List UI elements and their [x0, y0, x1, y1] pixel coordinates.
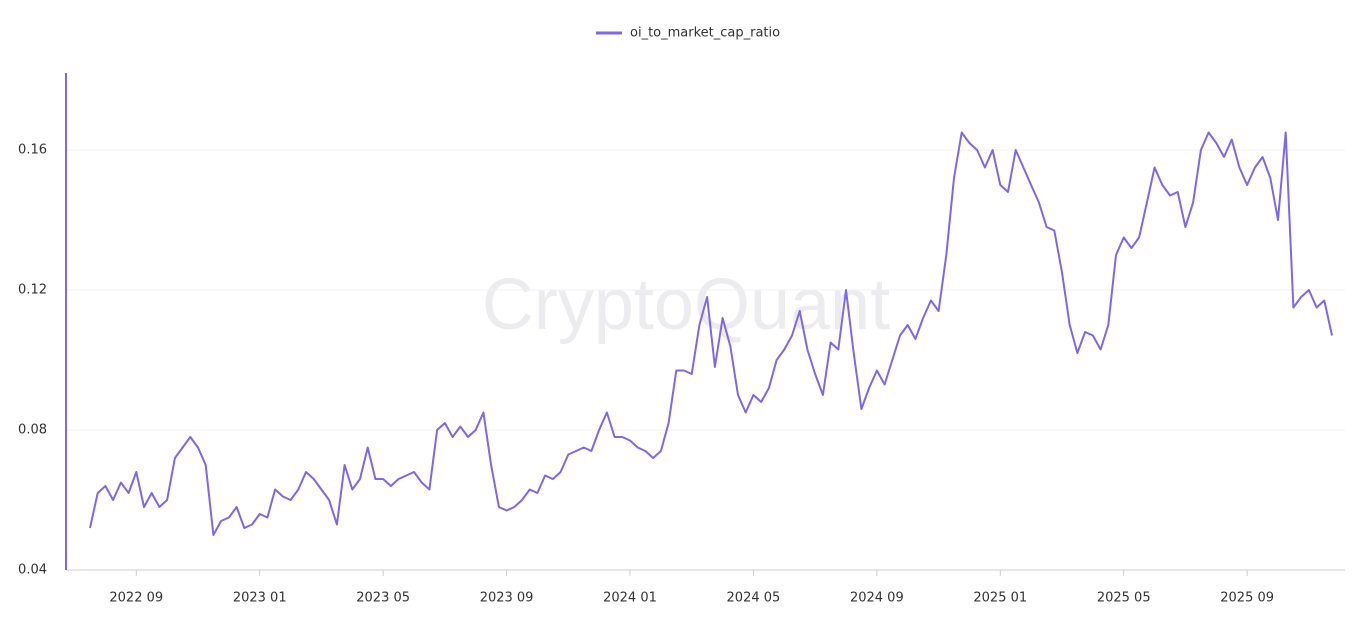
y-tick-label: 0.04 — [18, 563, 47, 578]
x-tick-label: 2023 09 — [480, 591, 534, 606]
x-tick-label: 2025 01 — [973, 591, 1027, 606]
x-tick-label: 2025 05 — [1097, 591, 1151, 606]
x-tick-label: 2025 09 — [1220, 591, 1274, 606]
x-tick-label: 2023 05 — [356, 591, 410, 606]
x-tick-label: 2024 05 — [727, 591, 781, 606]
y-tick-label: 0.12 — [18, 283, 47, 298]
legend-label: oi_to_market_cap_ratio — [630, 26, 780, 41]
x-tick-label: 2024 09 — [850, 591, 904, 606]
watermark: CryptoQuant — [482, 265, 890, 345]
y-tick-label: 0.16 — [18, 143, 47, 158]
y-tick-label: 0.08 — [18, 423, 47, 438]
x-tick-label: 2022 09 — [109, 591, 163, 606]
x-tick-label: 2023 01 — [233, 591, 287, 606]
series-line — [89, 131, 1333, 536]
x-tick-label: 2024 01 — [603, 591, 657, 606]
